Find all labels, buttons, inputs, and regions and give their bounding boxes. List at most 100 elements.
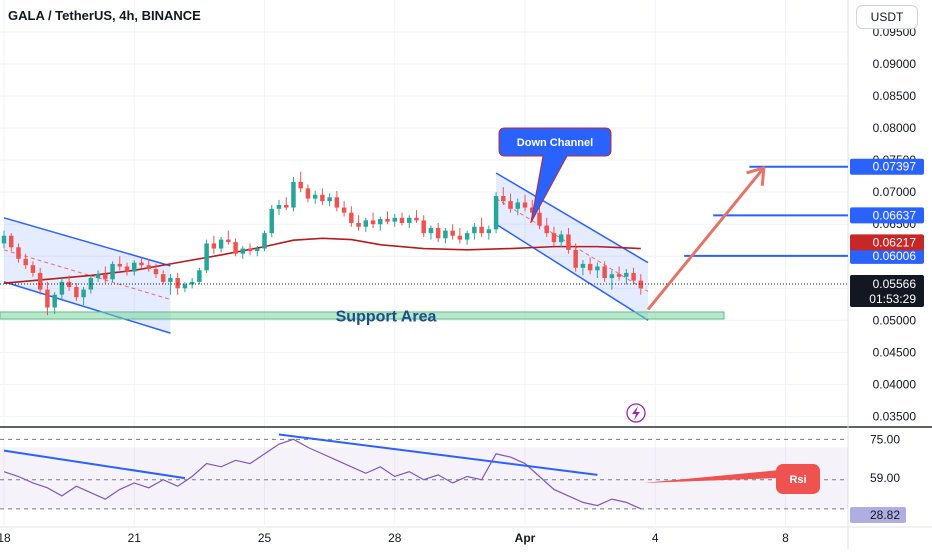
candle-body: [544, 225, 549, 234]
target-price-label-text: 0.07397: [873, 160, 917, 174]
rsi-reference-value: 59.00: [870, 471, 900, 485]
candle: [515, 198, 521, 216]
candle: [132, 260, 137, 276]
candle-body: [638, 280, 644, 289]
target-price-label-box: [850, 158, 924, 175]
down-channel-label: Down Channel: [517, 137, 593, 149]
candle-body: [146, 265, 151, 270]
candle: [602, 261, 607, 282]
candle-body: [298, 181, 303, 189]
candle-body: [95, 274, 101, 279]
candle: [320, 188, 325, 205]
candle: [103, 266, 108, 284]
candle: [95, 270, 101, 282]
rsi-reference-box: [850, 470, 910, 486]
candle-body: [182, 284, 188, 289]
candle: [392, 213, 398, 227]
candle: [370, 212, 376, 229]
candle-body: [283, 204, 289, 208]
candle: [240, 245, 246, 259]
rsi-trend-line: [3, 449, 186, 480]
candle-body: [631, 272, 636, 281]
candle-body: [153, 269, 159, 275]
candle: [464, 230, 470, 245]
candle-body: [16, 247, 21, 259]
candle: [204, 239, 209, 273]
candle-body: [537, 212, 542, 226]
price-tick-label: 0.09000: [873, 57, 917, 71]
candle-body: [327, 197, 332, 202]
candle-body: [421, 220, 426, 234]
candle: [522, 194, 528, 212]
candle-body: [406, 217, 412, 223]
candle-body: [370, 220, 376, 225]
candle-body: [175, 278, 180, 289]
candle: [110, 261, 115, 282]
support-area: [0, 311, 725, 320]
candle-body: [204, 243, 209, 271]
candle-body: [602, 266, 607, 279]
candle: [537, 207, 542, 230]
candle: [160, 270, 166, 285]
candle-body: [132, 262, 137, 272]
candle: [298, 171, 303, 193]
candle: [493, 192, 499, 234]
candle: [269, 204, 274, 238]
candle: [341, 201, 347, 217]
candle: [312, 190, 318, 204]
candle-body: [103, 274, 108, 280]
candle: [189, 278, 195, 289]
channel-left-lower-line: [3, 281, 171, 334]
candle: [501, 187, 506, 205]
candle: [486, 225, 492, 240]
candle-body: [1, 235, 7, 244]
candle: [233, 238, 238, 257]
candle: [580, 260, 586, 276]
target-price-label: 0.06637: [850, 207, 924, 224]
candle: [8, 233, 14, 252]
time-tick-label: 25: [258, 531, 272, 545]
time-tick-label: 28: [388, 531, 402, 545]
rsi-current-value: 28.82: [870, 508, 900, 522]
rsi-callout-pointer: [643, 470, 780, 483]
target-price-label: 0.07397: [850, 158, 924, 175]
channel-left-upper-line: [3, 217, 171, 267]
time-tick-label: 18: [0, 531, 11, 545]
candle: [16, 243, 21, 263]
candle-body: [211, 243, 217, 249]
candle: [443, 228, 448, 244]
lightning-icon[interactable]: [626, 403, 646, 423]
moving-average-line: [3, 237, 641, 284]
candle: [414, 210, 419, 223]
candle-body: [349, 212, 354, 223]
target-price-label-text: 0.06006: [873, 249, 917, 263]
candle: [1, 230, 7, 249]
current-price-box: [850, 275, 924, 308]
candle: [168, 274, 173, 295]
price-tick-label: 0.08000: [873, 121, 917, 135]
candle-body: [81, 289, 86, 298]
candle-body: [356, 222, 361, 227]
lightning-icon-bolt[interactable]: [632, 406, 640, 420]
candle-body: [551, 233, 557, 243]
down-channel-callout: Down Channel: [498, 127, 612, 224]
candle: [595, 262, 600, 279]
candle: [399, 212, 405, 226]
candle-body: [189, 281, 195, 285]
candle-body: [580, 263, 586, 268]
candle: [81, 286, 86, 305]
candle-body: [609, 274, 615, 279]
currency-selector[interactable]: USDT: [856, 5, 918, 29]
candle: [638, 274, 644, 295]
candle-body: [124, 266, 130, 272]
candle-body: [399, 217, 405, 223]
candle-body: [334, 197, 340, 208]
rsi-callout: Rsi: [643, 464, 820, 494]
candle: [283, 197, 289, 211]
target-arrow-head: [746, 166, 766, 186]
candle: [479, 217, 484, 238]
candle-body: [522, 202, 528, 208]
time-tick-label: 4: [652, 531, 659, 545]
candle-body: [392, 217, 398, 222]
